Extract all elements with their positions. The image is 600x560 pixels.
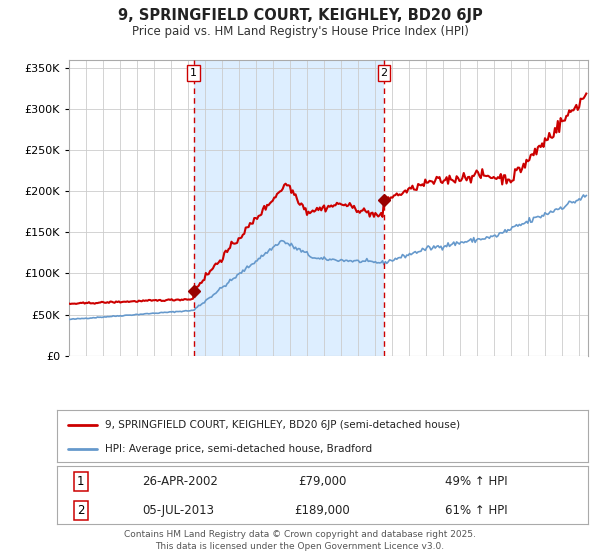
Text: £189,000: £189,000 (295, 504, 350, 517)
Text: 1: 1 (190, 68, 197, 78)
Text: 2: 2 (380, 68, 388, 78)
Bar (194, 60, 384, 356)
Text: 49% ↑ HPI: 49% ↑ HPI (445, 475, 507, 488)
Text: HPI: Average price, semi-detached house, Bradford: HPI: Average price, semi-detached house,… (105, 444, 372, 454)
Text: 26-APR-2002: 26-APR-2002 (142, 475, 218, 488)
Text: £79,000: £79,000 (298, 475, 347, 488)
Text: Contains HM Land Registry data © Crown copyright and database right 2025.
This d: Contains HM Land Registry data © Crown c… (124, 530, 476, 551)
Text: 9, SPRINGFIELD COURT, KEIGHLEY, BD20 6JP (semi-detached house): 9, SPRINGFIELD COURT, KEIGHLEY, BD20 6JP… (105, 420, 460, 430)
Text: 05-JUL-2013: 05-JUL-2013 (142, 504, 214, 517)
Text: 61% ↑ HPI: 61% ↑ HPI (445, 504, 507, 517)
Text: 2: 2 (77, 504, 85, 517)
Text: Price paid vs. HM Land Registry's House Price Index (HPI): Price paid vs. HM Land Registry's House … (131, 25, 469, 38)
Text: 1: 1 (77, 475, 85, 488)
Text: 9, SPRINGFIELD COURT, KEIGHLEY, BD20 6JP: 9, SPRINGFIELD COURT, KEIGHLEY, BD20 6JP (118, 8, 482, 23)
